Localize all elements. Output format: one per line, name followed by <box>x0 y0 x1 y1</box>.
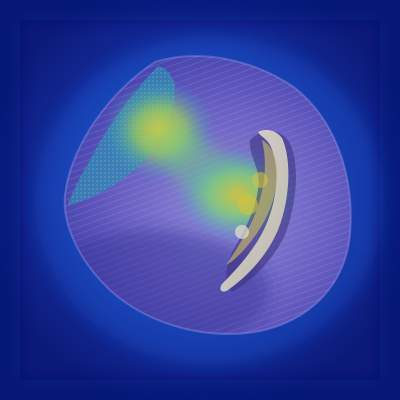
shell-outline <box>63 55 352 335</box>
interior-kernel <box>220 130 296 292</box>
